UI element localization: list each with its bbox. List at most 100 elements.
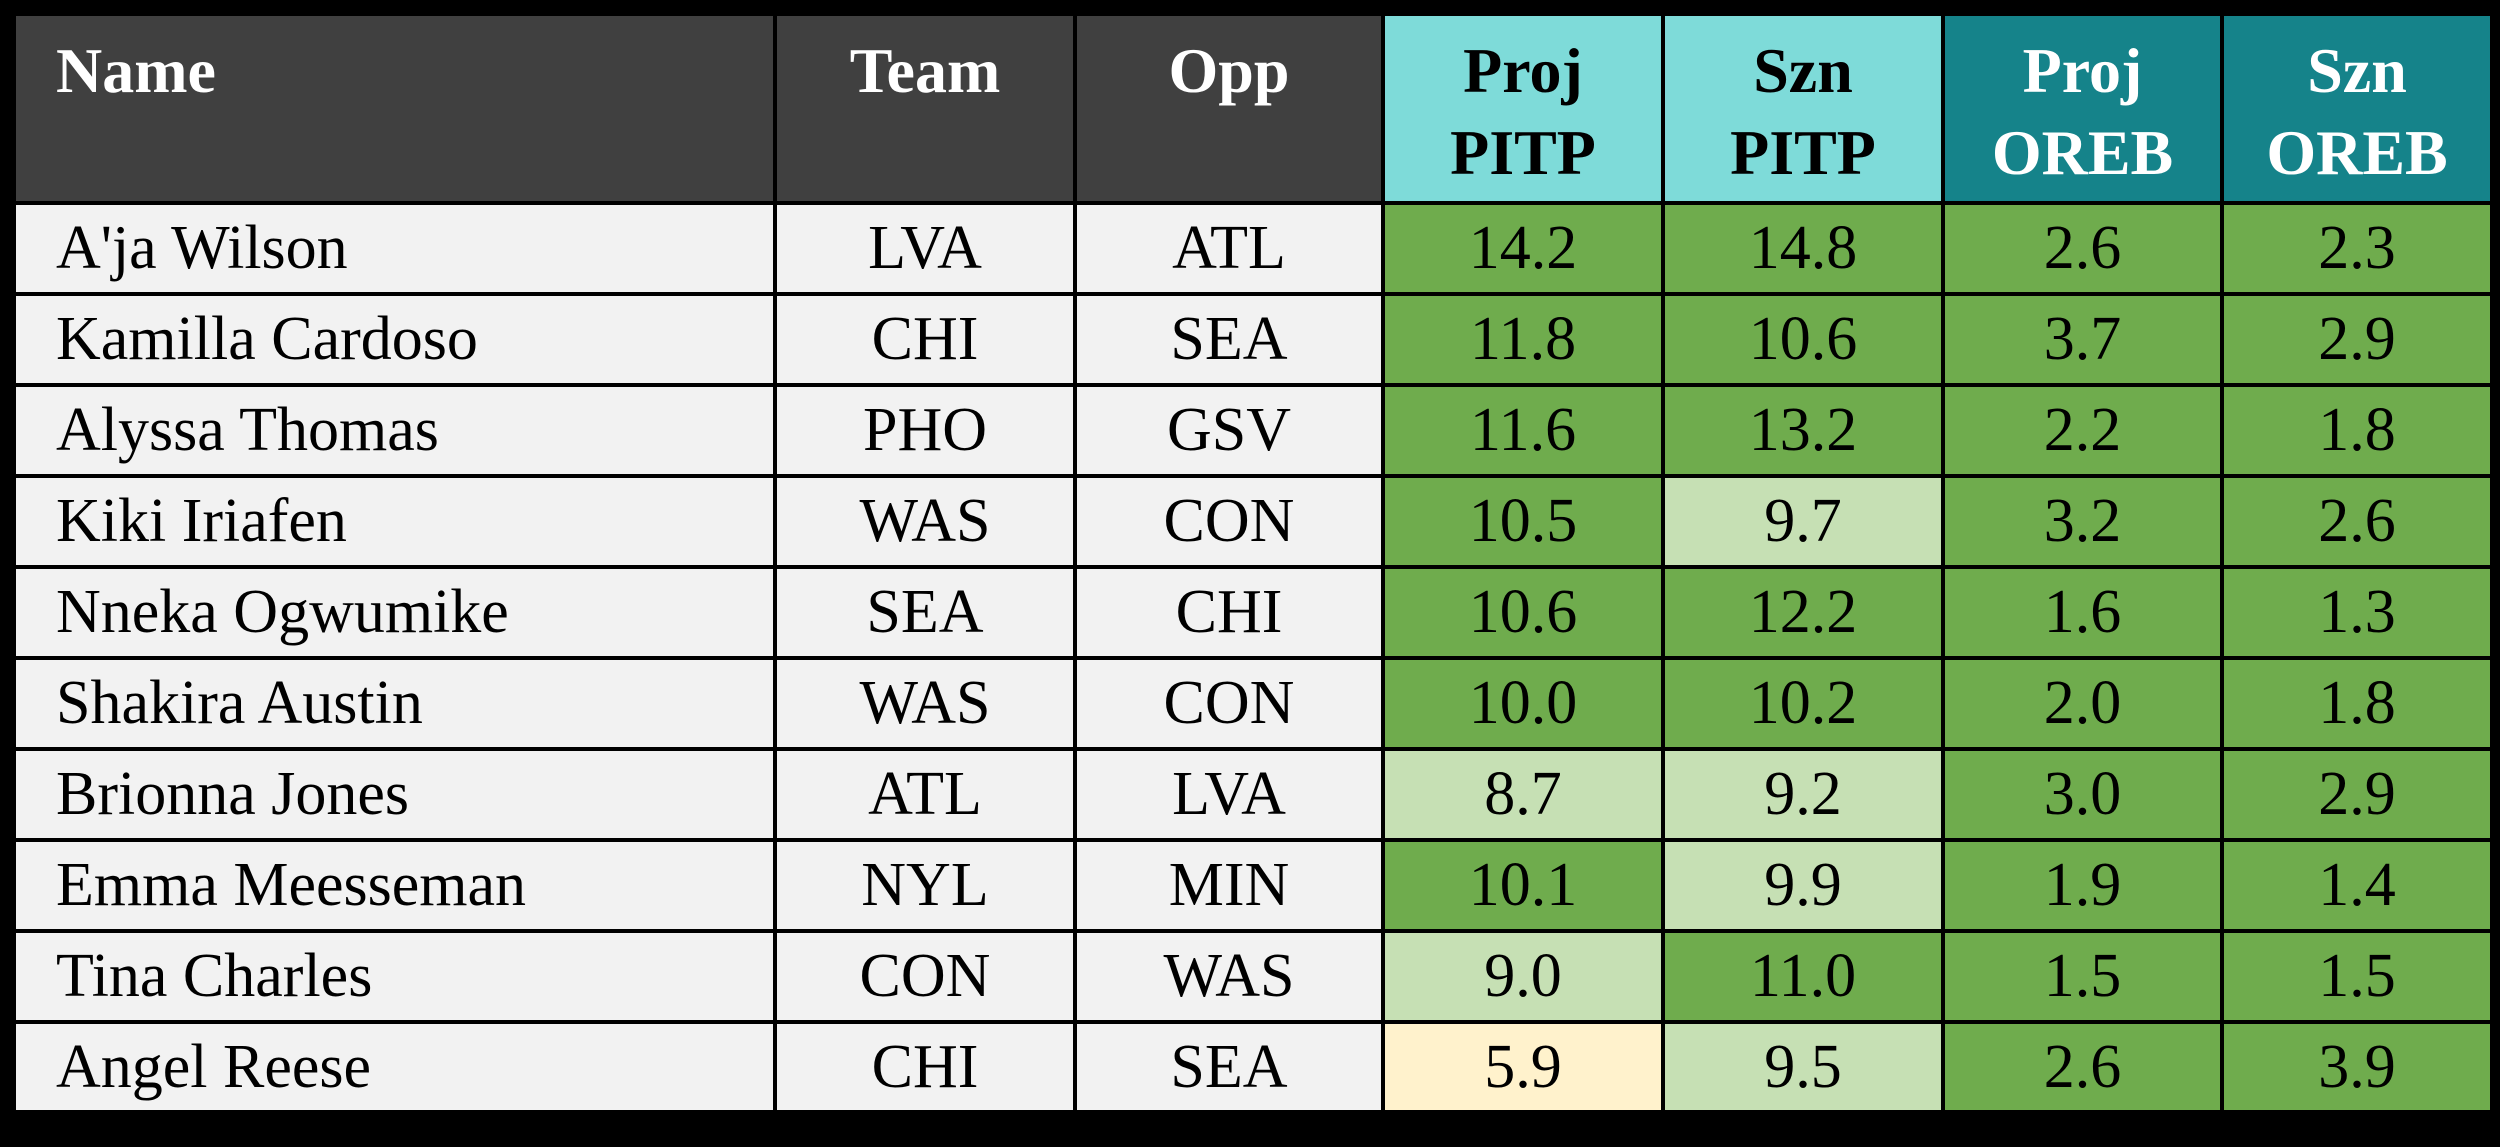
team-cell: LVA bbox=[773, 201, 1077, 296]
column-header-name: Name bbox=[11, 11, 777, 205]
proj-pitp-cell: 5.9 bbox=[1381, 1020, 1665, 1115]
szn-oreb-cell: 2.9 bbox=[2220, 747, 2495, 842]
opp-cell: CON bbox=[1073, 656, 1385, 751]
opp-cell: MIN bbox=[1073, 838, 1385, 933]
szn-pitp-cell: 9.7 bbox=[1661, 474, 1945, 569]
team-cell: SEA bbox=[773, 565, 1077, 660]
table-row: A'ja Wilson LVA ATL 14.2 14.8 2.6 2.3 bbox=[11, 201, 2495, 296]
column-header-szn-oreb: Szn OREB bbox=[2220, 11, 2495, 205]
header-label: Szn bbox=[2307, 35, 2407, 106]
header-label: PITP bbox=[1450, 117, 1596, 188]
proj-oreb-cell: 2.2 bbox=[1941, 383, 2224, 478]
opp-cell: GSV bbox=[1073, 383, 1385, 478]
proj-oreb-cell: 3.0 bbox=[1941, 747, 2224, 842]
proj-pitp-cell: 10.5 bbox=[1381, 474, 1665, 569]
szn-pitp-cell: 10.2 bbox=[1661, 656, 1945, 751]
proj-oreb-cell: 3.2 bbox=[1941, 474, 2224, 569]
szn-oreb-cell: 2.3 bbox=[2220, 201, 2495, 296]
player-name-cell: Emma Meesseman bbox=[11, 838, 777, 933]
header-label: OREB bbox=[1991, 117, 2174, 188]
szn-oreb-cell: 1.8 bbox=[2220, 656, 2495, 751]
table-row: Kamilla Cardoso CHI SEA 11.8 10.6 3.7 2.… bbox=[11, 292, 2495, 387]
table-row: Angel Reese CHI SEA 5.9 9.5 2.6 3.9 bbox=[11, 1020, 2495, 1115]
szn-oreb-cell: 2.9 bbox=[2220, 292, 2495, 387]
opp-cell: SEA bbox=[1073, 1020, 1385, 1115]
player-name-cell: Nneka Ogwumike bbox=[11, 565, 777, 660]
table-row: Shakira Austin WAS CON 10.0 10.2 2.0 1.8 bbox=[11, 656, 2495, 751]
szn-oreb-cell: 1.4 bbox=[2220, 838, 2495, 933]
szn-oreb-cell: 1.8 bbox=[2220, 383, 2495, 478]
proj-pitp-cell: 11.8 bbox=[1381, 292, 1665, 387]
team-cell: NYL bbox=[773, 838, 1077, 933]
szn-oreb-cell: 1.3 bbox=[2220, 565, 2495, 660]
szn-pitp-cell: 10.6 bbox=[1661, 292, 1945, 387]
header-label: Proj bbox=[1463, 35, 1583, 106]
header-label: Proj bbox=[2022, 35, 2143, 106]
szn-oreb-cell: 2.6 bbox=[2220, 474, 2495, 569]
column-header-szn-pitp: Szn PITP bbox=[1661, 11, 1945, 205]
column-header-opp: Opp bbox=[1073, 11, 1385, 205]
proj-pitp-cell: 10.6 bbox=[1381, 565, 1665, 660]
team-cell: CHI bbox=[773, 292, 1077, 387]
proj-oreb-cell: 1.9 bbox=[1941, 838, 2224, 933]
table-body: A'ja Wilson LVA ATL 14.2 14.8 2.6 2.3 Ka… bbox=[11, 201, 2495, 1115]
header-label: Team bbox=[849, 35, 1001, 106]
header-label: OREB bbox=[2266, 117, 2448, 188]
stats-table: Name Team Opp Proj PITP Szn PITP bbox=[10, 10, 2496, 1116]
player-name-cell: Tina Charles bbox=[11, 929, 777, 1024]
player-name-cell: Angel Reese bbox=[11, 1020, 777, 1115]
table-row: Nneka Ogwumike SEA CHI 10.6 12.2 1.6 1.3 bbox=[11, 565, 2495, 660]
header-label: Opp bbox=[1168, 35, 1290, 106]
team-cell: CHI bbox=[773, 1020, 1077, 1115]
opp-cell: ATL bbox=[1073, 201, 1385, 296]
proj-pitp-cell: 10.0 bbox=[1381, 656, 1665, 751]
header-label: Name bbox=[56, 35, 216, 106]
team-cell: PHO bbox=[773, 383, 1077, 478]
proj-oreb-cell: 1.5 bbox=[1941, 929, 2224, 1024]
proj-oreb-cell: 3.7 bbox=[1941, 292, 2224, 387]
opp-cell: SEA bbox=[1073, 292, 1385, 387]
szn-pitp-cell: 11.0 bbox=[1661, 929, 1945, 1024]
szn-pitp-cell: 14.8 bbox=[1661, 201, 1945, 296]
proj-oreb-cell: 2.6 bbox=[1941, 201, 2224, 296]
table-row: Brionna Jones ATL LVA 8.7 9.2 3.0 2.9 bbox=[11, 747, 2495, 842]
column-header-proj-oreb: Proj OREB bbox=[1941, 11, 2224, 205]
column-header-proj-pitp: Proj PITP bbox=[1381, 11, 1665, 205]
proj-pitp-cell: 14.2 bbox=[1381, 201, 1665, 296]
proj-oreb-cell: 2.0 bbox=[1941, 656, 2224, 751]
proj-pitp-cell: 10.1 bbox=[1381, 838, 1665, 933]
proj-oreb-cell: 2.6 bbox=[1941, 1020, 2224, 1115]
table-row: Tina Charles CON WAS 9.0 11.0 1.5 1.5 bbox=[11, 929, 2495, 1024]
proj-pitp-cell: 11.6 bbox=[1381, 383, 1665, 478]
szn-oreb-cell: 3.9 bbox=[2220, 1020, 2495, 1115]
szn-pitp-cell: 9.9 bbox=[1661, 838, 1945, 933]
player-name-cell: A'ja Wilson bbox=[11, 201, 777, 296]
table-row: Kiki Iriafen WAS CON 10.5 9.7 3.2 2.6 bbox=[11, 474, 2495, 569]
team-cell: WAS bbox=[773, 474, 1077, 569]
szn-pitp-cell: 9.2 bbox=[1661, 747, 1945, 842]
szn-pitp-cell: 12.2 bbox=[1661, 565, 1945, 660]
opp-cell: CON bbox=[1073, 474, 1385, 569]
team-cell: WAS bbox=[773, 656, 1077, 751]
opp-cell: LVA bbox=[1073, 747, 1385, 842]
table-row: Alyssa Thomas PHO GSV 11.6 13.2 2.2 1.8 bbox=[11, 383, 2495, 478]
team-cell: ATL bbox=[773, 747, 1077, 842]
header-label: PITP bbox=[1730, 117, 1876, 188]
proj-pitp-cell: 9.0 bbox=[1381, 929, 1665, 1024]
opp-cell: WAS bbox=[1073, 929, 1385, 1024]
column-header-team: Team bbox=[773, 11, 1077, 205]
player-name-cell: Brionna Jones bbox=[11, 747, 777, 842]
szn-pitp-cell: 13.2 bbox=[1661, 383, 1945, 478]
table-row: Emma Meesseman NYL MIN 10.1 9.9 1.9 1.4 bbox=[11, 838, 2495, 933]
team-cell: CON bbox=[773, 929, 1077, 1024]
szn-oreb-cell: 1.5 bbox=[2220, 929, 2495, 1024]
player-name-cell: Kamilla Cardoso bbox=[11, 292, 777, 387]
player-name-cell: Kiki Iriafen bbox=[11, 474, 777, 569]
opp-cell: CHI bbox=[1073, 565, 1385, 660]
table-header-row: Name Team Opp Proj PITP Szn PITP bbox=[11, 11, 2495, 205]
header-label: Szn bbox=[1753, 35, 1853, 106]
szn-pitp-cell: 9.5 bbox=[1661, 1020, 1945, 1115]
proj-oreb-cell: 1.6 bbox=[1941, 565, 2224, 660]
proj-pitp-cell: 8.7 bbox=[1381, 747, 1665, 842]
